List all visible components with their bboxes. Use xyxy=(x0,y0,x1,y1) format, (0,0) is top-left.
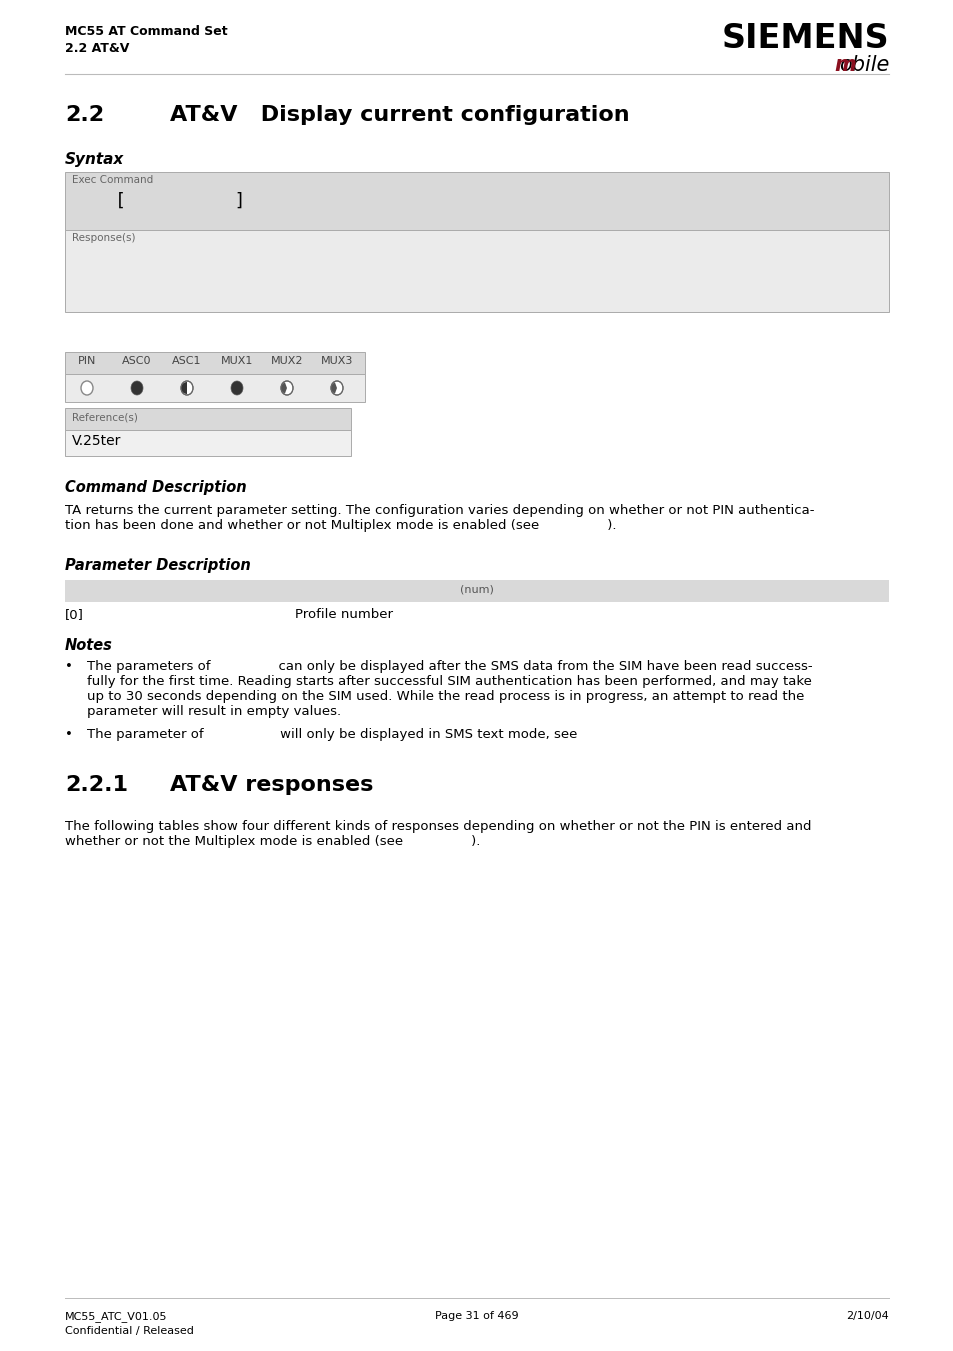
Text: V.25ter: V.25ter xyxy=(71,434,121,449)
Text: Profile number: Profile number xyxy=(294,608,393,621)
Text: TA returns the current parameter setting. The configuration varies depending on : TA returns the current parameter setting… xyxy=(65,504,814,517)
Ellipse shape xyxy=(81,381,92,394)
Text: tion has been done and whether or not Multiplex mode is enabled (see            : tion has been done and whether or not Mu… xyxy=(65,519,616,532)
Text: ASC0: ASC0 xyxy=(122,357,152,366)
Text: Parameter Description: Parameter Description xyxy=(65,558,251,573)
Text: Response(s): Response(s) xyxy=(71,232,135,243)
Text: Syntax: Syntax xyxy=(65,153,124,168)
Text: The following tables show four different kinds of responses depending on whether: The following tables show four different… xyxy=(65,820,811,834)
Bar xyxy=(65,374,365,403)
Text: MC55_ATC_V01.05: MC55_ATC_V01.05 xyxy=(65,1310,168,1321)
Text: whether or not the Multiplex mode is enabled (see                ).: whether or not the Multiplex mode is ena… xyxy=(65,835,480,848)
Text: •: • xyxy=(65,728,72,740)
Text: SIEMENS: SIEMENS xyxy=(720,22,888,55)
Text: The parameter of                  will only be displayed in SMS text mode, see: The parameter of will only be displayed … xyxy=(87,728,577,740)
Text: parameter will result in empty values.: parameter will result in empty values. xyxy=(87,705,341,717)
Text: 2/10/04: 2/10/04 xyxy=(845,1310,888,1321)
Text: m: m xyxy=(833,55,855,76)
Text: MUX2: MUX2 xyxy=(271,357,303,366)
Text: obile: obile xyxy=(838,55,888,76)
Ellipse shape xyxy=(181,381,193,394)
Bar xyxy=(65,580,888,603)
Text: up to 30 seconds depending on the SIM used. While the read process is in progres: up to 30 seconds depending on the SIM us… xyxy=(87,690,803,703)
Wedge shape xyxy=(181,382,187,394)
Text: MUX1: MUX1 xyxy=(220,357,253,366)
Ellipse shape xyxy=(131,381,143,394)
Bar xyxy=(65,172,888,230)
Text: [0]: [0] xyxy=(65,608,84,621)
Text: Command Description: Command Description xyxy=(65,480,247,494)
Text: fully for the first time. Reading starts after successful SIM authentication has: fully for the first time. Reading starts… xyxy=(87,676,811,688)
Text: Reference(s): Reference(s) xyxy=(71,412,138,422)
Wedge shape xyxy=(281,382,287,393)
Text: MC55 AT Command Set: MC55 AT Command Set xyxy=(65,26,228,38)
Ellipse shape xyxy=(231,381,243,394)
Text: [          ]: [ ] xyxy=(115,192,245,209)
Text: Notes: Notes xyxy=(65,638,112,653)
Text: ASC1: ASC1 xyxy=(172,357,201,366)
Bar xyxy=(65,430,351,457)
Bar xyxy=(65,408,351,430)
Bar xyxy=(65,353,365,374)
Text: Confidential / Released: Confidential / Released xyxy=(65,1325,193,1336)
Ellipse shape xyxy=(281,381,293,394)
Text: The parameters of                can only be displayed after the SMS data from t: The parameters of can only be displayed … xyxy=(87,661,812,673)
Wedge shape xyxy=(331,382,336,393)
Ellipse shape xyxy=(331,381,343,394)
Text: MUX3: MUX3 xyxy=(320,357,353,366)
Text: AT&V responses: AT&V responses xyxy=(170,775,373,794)
Text: AT&V   Display current configuration: AT&V Display current configuration xyxy=(170,105,629,126)
Text: PIN: PIN xyxy=(78,357,96,366)
Text: 2.2: 2.2 xyxy=(65,105,104,126)
Text: Exec Command: Exec Command xyxy=(71,176,153,185)
Text: •: • xyxy=(65,661,72,673)
Text: 2.2 AT&V: 2.2 AT&V xyxy=(65,42,130,55)
Text: (num): (num) xyxy=(459,584,494,594)
Text: 2.2.1: 2.2.1 xyxy=(65,775,128,794)
Text: Page 31 of 469: Page 31 of 469 xyxy=(435,1310,518,1321)
Bar xyxy=(65,230,888,312)
